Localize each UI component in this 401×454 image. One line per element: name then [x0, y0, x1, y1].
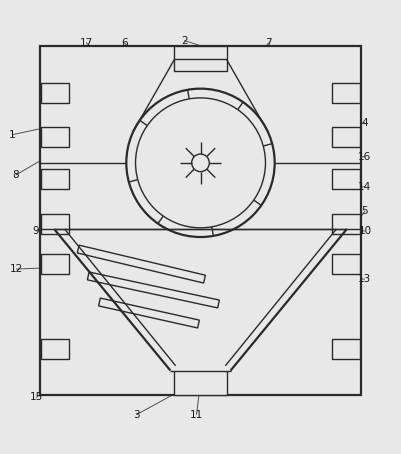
Bar	[174, 370, 227, 395]
Bar	[41, 339, 69, 359]
Text: 14: 14	[358, 182, 372, 192]
Bar	[332, 214, 360, 234]
Text: 12: 12	[9, 264, 23, 274]
Text: 17: 17	[79, 38, 93, 48]
Text: 9: 9	[33, 226, 39, 236]
Bar	[41, 254, 69, 274]
Bar	[332, 127, 360, 147]
Text: 5: 5	[362, 206, 368, 216]
Bar	[41, 214, 69, 234]
Text: 16: 16	[358, 152, 372, 162]
Text: 2: 2	[181, 35, 188, 45]
Bar	[41, 83, 69, 103]
Bar	[41, 169, 69, 189]
Text: 10: 10	[358, 226, 371, 236]
Text: 11: 11	[190, 410, 203, 419]
Text: 7: 7	[265, 38, 272, 48]
Bar	[332, 83, 360, 103]
Text: 4: 4	[362, 118, 368, 128]
Text: 1: 1	[9, 130, 15, 140]
Text: 8: 8	[13, 170, 19, 180]
Bar	[332, 254, 360, 274]
Bar	[41, 127, 69, 147]
Bar	[174, 46, 227, 71]
Bar	[40, 46, 361, 395]
Bar	[332, 169, 360, 189]
Bar	[332, 339, 360, 359]
Text: 13: 13	[358, 274, 372, 284]
Text: 15: 15	[29, 392, 43, 402]
Text: 3: 3	[133, 410, 140, 419]
Text: 6: 6	[121, 38, 128, 48]
